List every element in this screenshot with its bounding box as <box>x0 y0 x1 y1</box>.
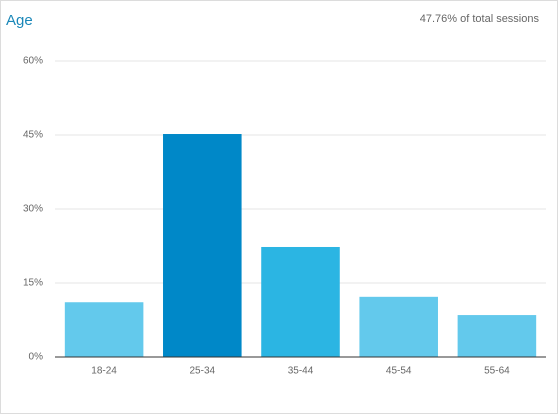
bar <box>359 296 438 357</box>
bar <box>163 134 242 357</box>
x-tick-label: 25-34 <box>190 366 216 377</box>
x-tick-label: 18-24 <box>91 366 117 377</box>
chart-title: Age <box>6 12 33 29</box>
bar <box>457 315 537 357</box>
x-tick-label: 45-54 <box>386 366 412 377</box>
x-tick-label: 55-64 <box>484 366 510 377</box>
y-tick-label: 30% <box>23 204 43 215</box>
y-tick-label: 15% <box>23 278 43 289</box>
bar <box>64 302 144 357</box>
chart-subtitle: 47.76% of total sessions <box>420 13 540 25</box>
bar <box>261 246 340 357</box>
y-tick-label: 45% <box>23 130 43 141</box>
y-tick-label: 60% <box>23 56 43 67</box>
x-tick-label: 35-44 <box>288 366 314 377</box>
y-tick-label: 0% <box>29 352 44 363</box>
